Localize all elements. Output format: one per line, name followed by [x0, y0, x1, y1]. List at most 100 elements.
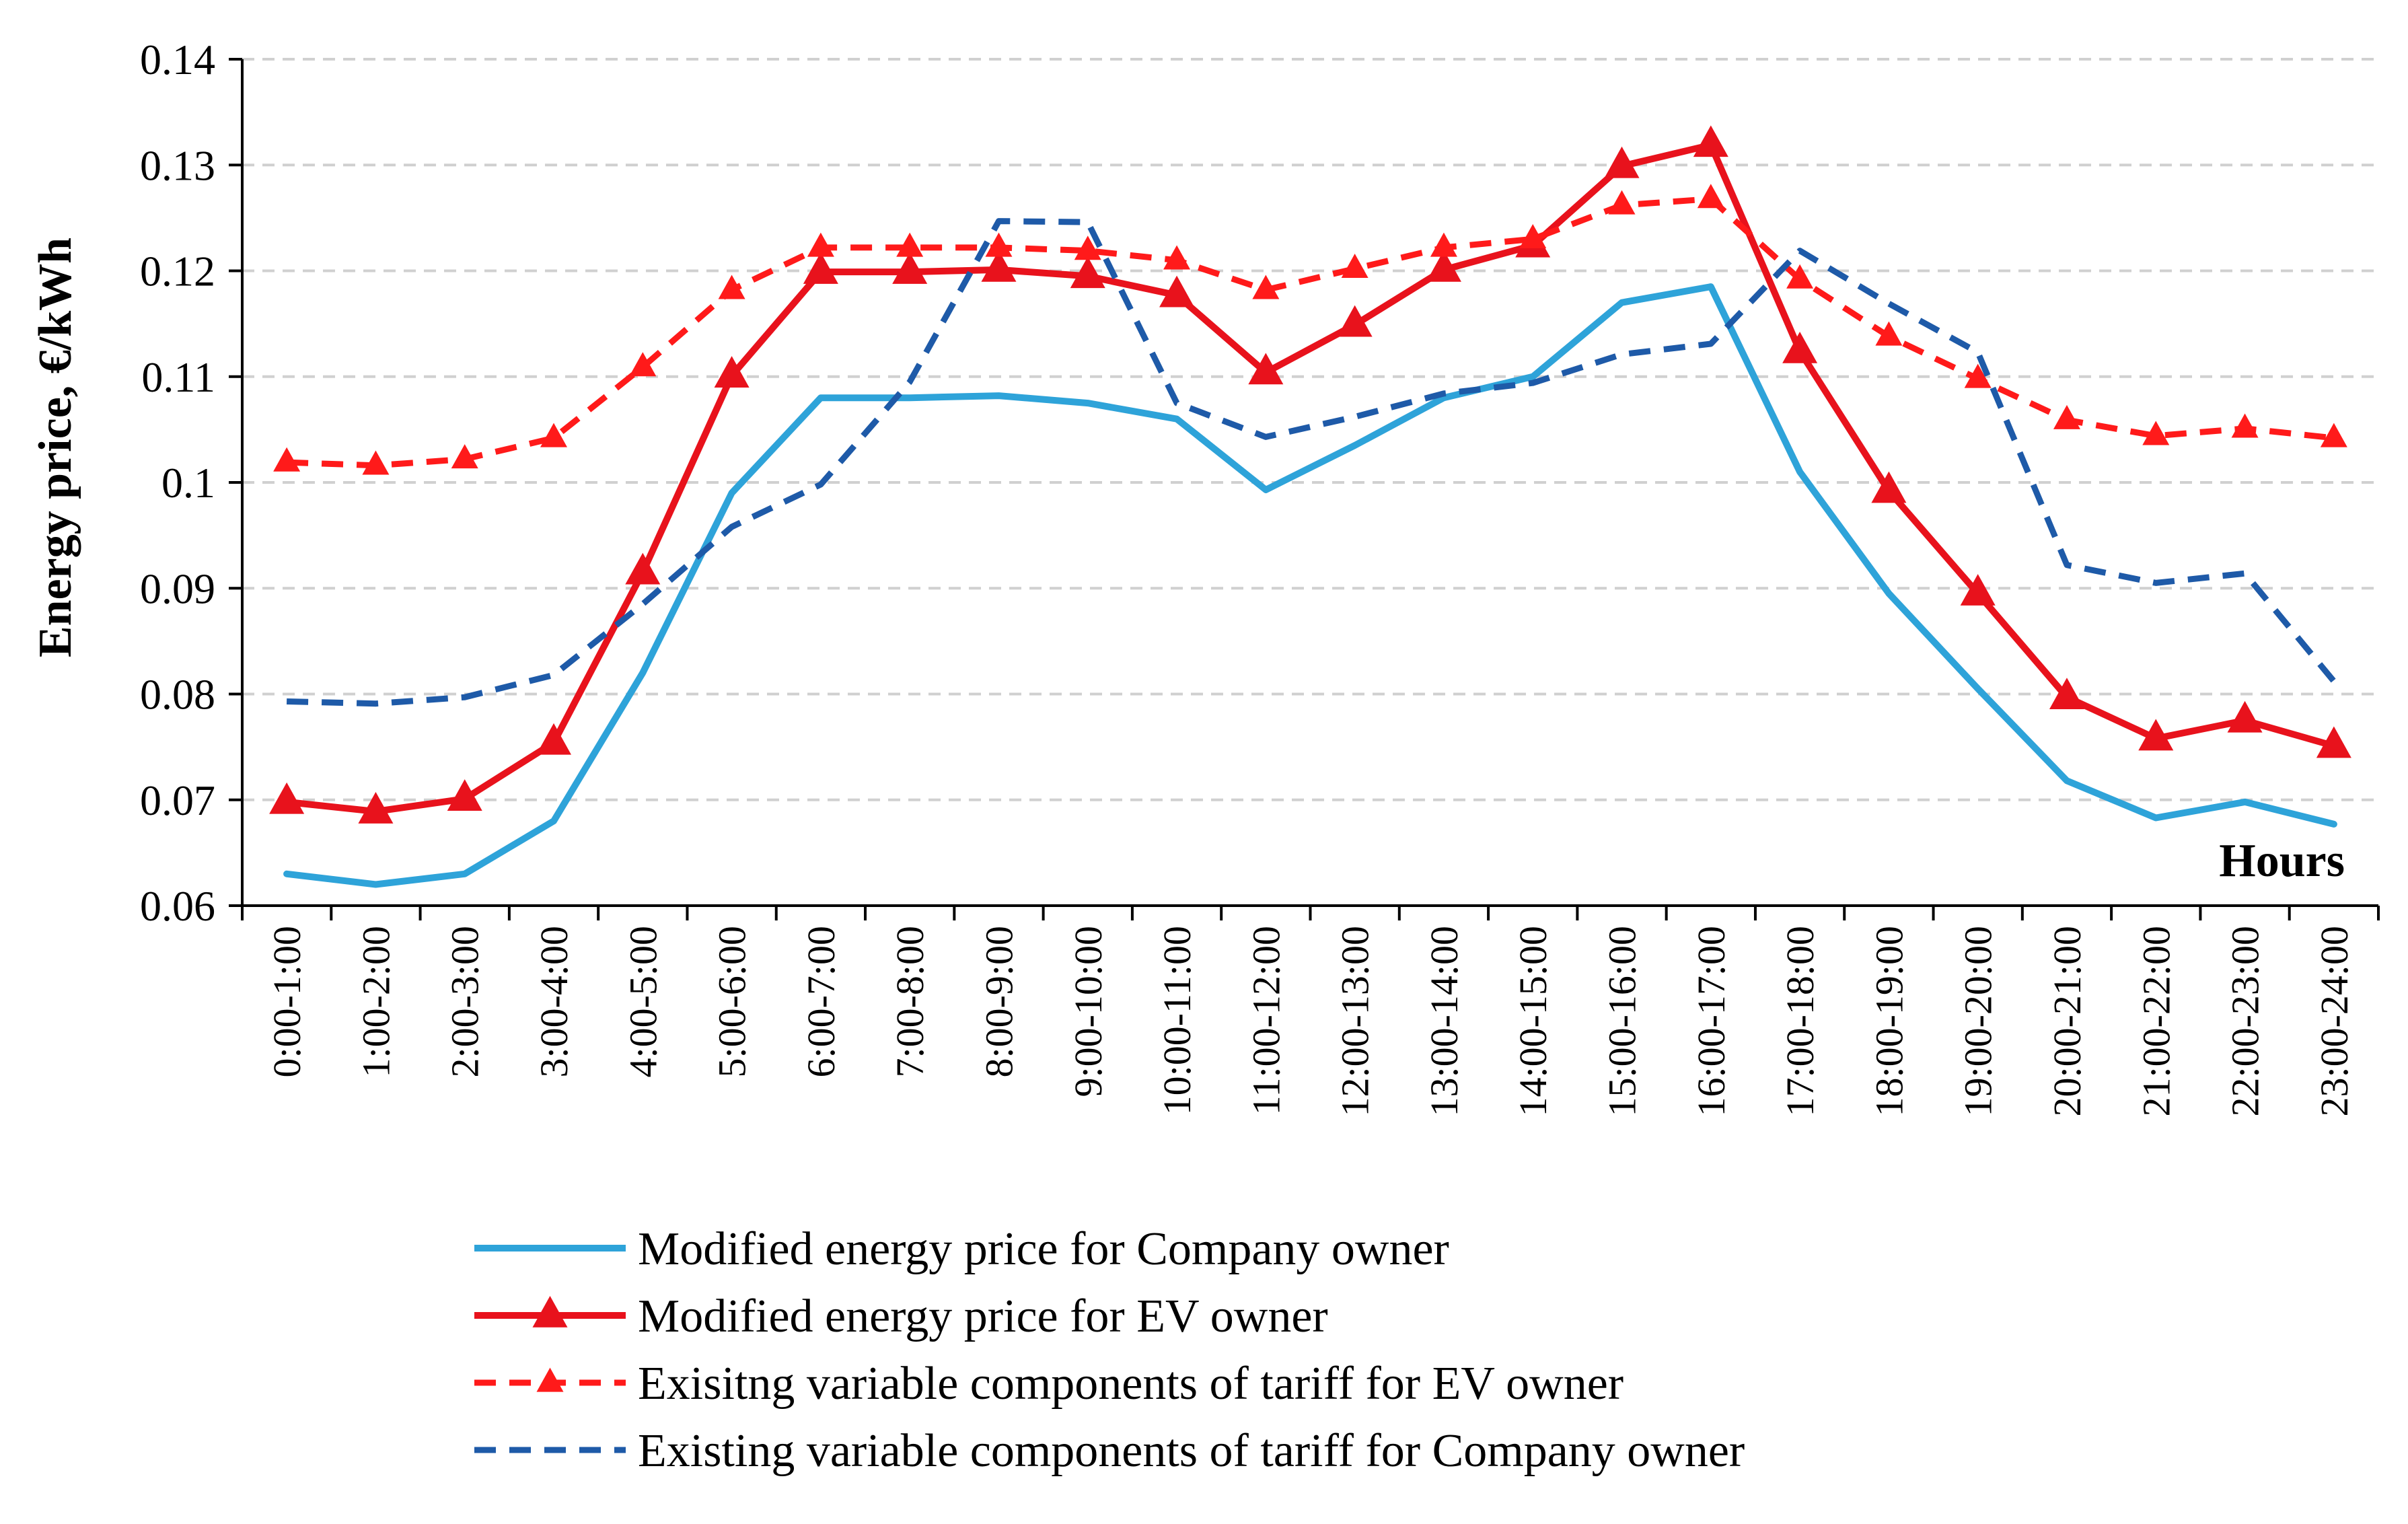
data-point-marker — [714, 356, 750, 388]
data-point-marker — [1604, 146, 1640, 178]
x-tick-label: 11:00-12:00 — [1244, 926, 1288, 1115]
legend-item: Modified energy price for Company owner — [474, 1223, 1449, 1275]
y-tick-label: 0.08 — [140, 671, 215, 719]
x-tick-label: 22:00-23:00 — [2224, 926, 2267, 1117]
data-point-marker — [447, 779, 482, 811]
data-point-marker — [1337, 305, 1373, 337]
data-point-marker — [273, 447, 301, 472]
x-tick-label: 0:00-1:00 — [265, 926, 309, 1078]
data-point-marker — [1697, 184, 1724, 209]
data-point-marker — [532, 1295, 568, 1328]
legend: Modified energy price for Company owner M… — [474, 1223, 1745, 1477]
data-point-marker — [1871, 471, 1907, 503]
data-point-marker — [896, 232, 924, 257]
series-line — [283, 141, 2337, 815]
legend-label: Modified energy price for EV owner — [638, 1291, 1328, 1342]
x-tick-label: 18:00-19:00 — [1867, 926, 1911, 1117]
data-point-marker — [629, 352, 657, 377]
data-point-marker — [1070, 256, 1105, 289]
data-point-marker — [1252, 275, 1280, 299]
series-group — [286, 218, 2337, 707]
data-point-marker — [1159, 275, 1195, 307]
data-point-marker — [2142, 421, 2170, 445]
x-tick-label: 23:00-24:00 — [2312, 926, 2356, 1117]
data-point-marker — [536, 1367, 564, 1392]
y-tick-label: 0.12 — [140, 248, 215, 295]
data-point-marker — [1693, 125, 1728, 157]
legend-label: Exisitng variable components of tariff f… — [638, 1358, 1623, 1410]
data-point-marker — [1074, 235, 1101, 260]
legend-item: Existing variable components of tariff f… — [474, 1425, 1745, 1477]
series — [269, 125, 2351, 888]
data-point-marker — [536, 723, 572, 755]
data-point-marker — [1248, 353, 1284, 385]
axes — [229, 58, 2380, 920]
x-tick-label: 5:00-6:00 — [710, 926, 754, 1078]
data-point-marker — [985, 232, 1013, 257]
data-point-marker — [358, 792, 394, 824]
data-point-marker — [625, 552, 661, 585]
data-point-marker — [2049, 678, 2084, 710]
series-line — [286, 218, 2337, 707]
y-tick-label: 0.11 — [141, 353, 215, 401]
x-tick-label: 15:00-16:00 — [1601, 926, 1644, 1117]
data-point-marker — [269, 782, 305, 814]
data-point-marker — [1786, 264, 1814, 289]
x-tick-label: 7:00-8:00 — [888, 926, 932, 1078]
data-point-marker — [362, 450, 390, 475]
x-axis-title: Hours — [2219, 835, 2345, 887]
series-line — [283, 283, 2337, 888]
data-point-marker — [1960, 574, 1996, 606]
series-group — [283, 283, 2337, 888]
x-tick-label: 21:00-22:00 — [2134, 926, 2178, 1117]
data-point-marker — [2231, 413, 2259, 438]
data-point-marker — [540, 423, 568, 447]
data-point-marker — [451, 444, 478, 469]
data-point-marker — [1782, 331, 1818, 363]
y-tick-label: 0.13 — [140, 141, 215, 189]
series-line — [286, 196, 2335, 469]
data-point-marker — [2320, 423, 2347, 447]
data-point-marker — [1163, 245, 1191, 270]
data-point-marker — [1426, 250, 1461, 282]
data-point-marker — [718, 275, 745, 299]
x-tick-label: 14:00-15:00 — [1511, 926, 1555, 1117]
legend-label: Modified energy price for Company owner — [638, 1223, 1449, 1275]
x-tick-label: 1:00-2:00 — [354, 926, 398, 1078]
gridlines — [242, 58, 2378, 801]
x-tick-label: 12:00-13:00 — [1334, 926, 1377, 1117]
x-tick-label: 16:00-17:00 — [1689, 926, 1733, 1117]
y-tick-label: 0.1 — [161, 459, 215, 507]
legend-label: Existing variable components of tariff f… — [638, 1425, 1745, 1477]
data-point-marker — [892, 252, 928, 284]
data-point-marker — [1608, 190, 1636, 215]
data-point-marker — [2227, 700, 2263, 733]
x-tick-label: 13:00-14:00 — [1422, 926, 1466, 1117]
data-point-marker — [1875, 321, 1903, 346]
legend-item: Modified energy price for EV owner — [474, 1291, 1328, 1342]
x-tick-label: 10:00-11:00 — [1155, 926, 1199, 1115]
x-tick-label: 6:00-7:00 — [799, 926, 843, 1078]
data-point-marker — [803, 252, 838, 284]
data-point-marker — [1341, 254, 1369, 279]
x-tick-label: 19:00-20:00 — [1957, 926, 2000, 1117]
series-group — [273, 184, 2347, 475]
legend-item: Exisitng variable components of tariff f… — [474, 1358, 1623, 1410]
x-tick-label: 9:00-10:00 — [1066, 926, 1110, 1097]
data-point-marker — [1430, 232, 1457, 257]
data-point-marker — [2053, 404, 2080, 429]
data-point-marker — [1964, 363, 1992, 388]
x-tick-label: 17:00-18:00 — [1778, 926, 1822, 1117]
x-tick-label: 3:00-4:00 — [532, 926, 576, 1078]
data-point-marker — [2316, 726, 2351, 758]
data-point-marker — [2138, 719, 2174, 751]
series-group — [269, 125, 2351, 824]
x-tick-label: 8:00-9:00 — [977, 926, 1021, 1078]
x-tick-label: 2:00-3:00 — [443, 926, 487, 1078]
tick-labels: 0.06 0.07 0.08 0.09 0.1 0.11 0.12 0.13 0.14 0:00-… — [140, 36, 2356, 1117]
y-tick-label: 0.14 — [140, 36, 215, 83]
data-point-marker — [807, 232, 834, 257]
x-tick-label: 20:00-21:00 — [2045, 926, 2089, 1117]
y-tick-label: 0.09 — [140, 565, 215, 612]
